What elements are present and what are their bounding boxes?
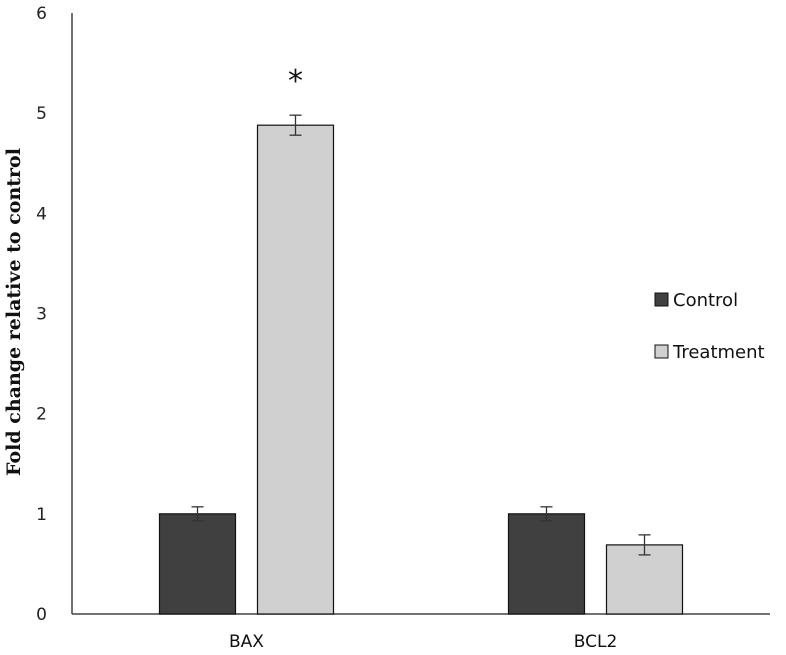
legend-label-treatment: Treatment bbox=[672, 342, 765, 363]
legend-swatch-control bbox=[654, 292, 669, 307]
error-bar bbox=[191, 506, 204, 522]
bar-bcl2-control bbox=[507, 513, 586, 615]
y-tick-label: 4 bbox=[36, 204, 47, 224]
error-bar bbox=[638, 534, 651, 556]
error-bar bbox=[289, 114, 302, 136]
bar-bcl2-treatment bbox=[605, 544, 684, 615]
y-tick-label: 6 bbox=[36, 4, 47, 24]
bar-bax-control bbox=[158, 513, 237, 615]
y-tick-label: 1 bbox=[36, 505, 47, 525]
y-axis-ticks: 0 1 2 3 4 5 6 bbox=[36, 4, 47, 625]
y-tick-label: 5 bbox=[36, 104, 47, 124]
y-axis-label: Fold change relative to control bbox=[3, 148, 25, 476]
bar-bax-treatment bbox=[256, 124, 335, 615]
x-category-label: BAX bbox=[229, 632, 264, 652]
y-tick-label: 0 bbox=[36, 605, 47, 625]
legend-label-control: Control bbox=[673, 290, 738, 311]
significance-marker: * bbox=[288, 64, 303, 99]
bars-group bbox=[158, 124, 684, 615]
category-labels: BAX BCL2 bbox=[229, 632, 617, 652]
y-tick-label: 2 bbox=[36, 405, 47, 425]
x-category-label: BCL2 bbox=[574, 632, 618, 652]
legend-swatch-treatment bbox=[654, 344, 669, 359]
y-tick-label: 3 bbox=[36, 305, 47, 325]
error-bars-group bbox=[191, 114, 651, 556]
legend: Control Treatment bbox=[654, 290, 765, 363]
annotations: * bbox=[288, 64, 303, 99]
error-bar bbox=[540, 506, 553, 522]
